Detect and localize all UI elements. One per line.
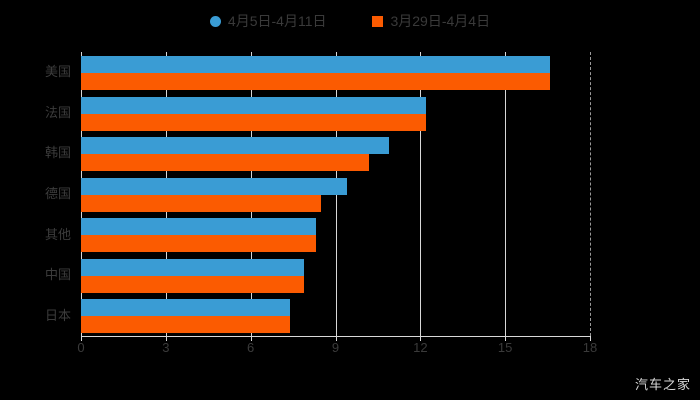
bar-orange[interactable] xyxy=(81,275,305,293)
chart-row xyxy=(81,295,590,336)
x-axis-tick xyxy=(81,336,82,341)
legend-marker-blue-circle-icon xyxy=(209,15,221,27)
x-axis-tick xyxy=(590,336,591,341)
x-axis-tick xyxy=(250,336,252,341)
bar-blue[interactable] xyxy=(81,96,426,114)
watermark: 汽车之家 xyxy=(634,377,691,392)
y-axis-category-label: 日本 xyxy=(44,307,71,323)
x-axis-tick-label: 12 xyxy=(413,340,428,355)
x-axis-tick-label: 3 xyxy=(162,340,170,355)
legend-item-0[interactable]: 4月5日-4月11日 xyxy=(209,13,327,29)
bar-blue[interactable] xyxy=(81,56,551,73)
x-axis-tick xyxy=(165,336,167,341)
bar-orange[interactable] xyxy=(81,194,322,212)
x-axis-tick-label: 6 xyxy=(247,340,255,355)
bar-blue[interactable] xyxy=(81,299,291,317)
bar-orange[interactable] xyxy=(81,316,291,334)
chart-row xyxy=(81,52,590,93)
y-axis-category-label: 其他 xyxy=(44,226,71,242)
chart-row xyxy=(81,93,590,134)
y-axis-category-label: 美国 xyxy=(44,64,71,80)
bar-orange[interactable] xyxy=(81,235,316,253)
gridline xyxy=(590,52,591,336)
chart-row xyxy=(81,133,590,174)
bar-orange[interactable] xyxy=(81,113,426,131)
y-axis-category-label: 韩国 xyxy=(44,145,71,161)
bar-blue[interactable] xyxy=(81,258,305,276)
legend-marker-orange-square-icon xyxy=(372,15,384,27)
gridline xyxy=(505,52,507,336)
x-axis-tick xyxy=(335,336,337,341)
legend-label-1: 3月29日-4月4日 xyxy=(390,13,491,29)
gridline xyxy=(420,52,422,336)
legend-label-0: 4月5日-4月11日 xyxy=(227,13,327,29)
bar-blue[interactable] xyxy=(81,177,347,195)
y-axis-category-label: 德国 xyxy=(44,186,71,201)
x-axis-tick xyxy=(505,336,507,341)
x-axis-tick-label: 9 xyxy=(331,340,340,355)
bar-blue[interactable] xyxy=(81,218,316,236)
bar-blue[interactable] xyxy=(81,137,390,155)
chart-row xyxy=(81,174,590,215)
x-axis-tick-label: 0 xyxy=(77,340,85,355)
x-axis-tick xyxy=(420,336,422,341)
bar-orange[interactable] xyxy=(81,154,370,172)
x-axis-tick-label: 15 xyxy=(497,340,513,355)
y-axis-category-label: 中国 xyxy=(44,267,71,283)
chart-legend: 4月5日-4月11日 3月29日-4月4日 xyxy=(0,10,700,32)
chart-row xyxy=(81,255,590,296)
y-axis-category-label: 法国 xyxy=(44,104,71,120)
bar-orange[interactable] xyxy=(81,73,551,90)
x-axis-tick-label: 18 xyxy=(582,340,598,355)
plot-area xyxy=(81,52,591,336)
legend-item-1[interactable]: 3月29日-4月4日 xyxy=(372,14,490,28)
chart-row xyxy=(81,214,590,255)
